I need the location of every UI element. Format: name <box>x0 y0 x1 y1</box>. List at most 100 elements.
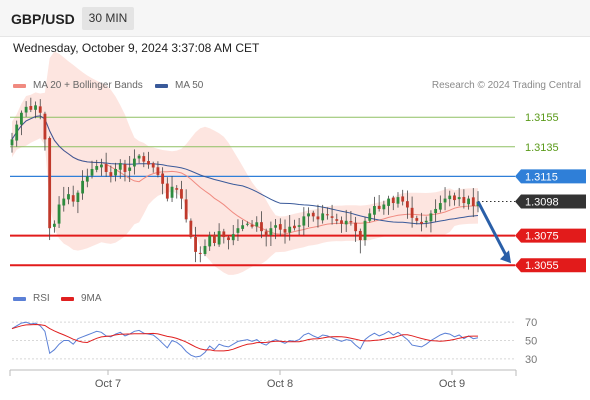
candle <box>128 156 132 182</box>
candle-body <box>457 197 461 200</box>
candle-body <box>307 213 310 217</box>
candle-body <box>24 106 28 113</box>
candle-body <box>48 138 52 229</box>
candle-body <box>29 106 33 110</box>
candle-body <box>161 173 165 184</box>
rsi-tick-label: 50 <box>525 336 537 348</box>
candle-body <box>415 218 419 221</box>
candle <box>387 195 390 215</box>
candle-body <box>34 105 37 110</box>
candle <box>194 226 197 263</box>
candle-body <box>316 216 320 220</box>
candle <box>114 162 117 182</box>
candle <box>90 160 94 179</box>
candle <box>424 216 428 228</box>
candle <box>335 213 339 225</box>
candle-body <box>311 212 315 217</box>
candle-body <box>175 188 179 190</box>
rsi-line <box>11 321 479 358</box>
candle-body <box>114 169 117 176</box>
time-tick-label: Oct 9 <box>439 378 465 390</box>
candle <box>250 220 254 229</box>
candle-body <box>170 186 174 198</box>
candle-body <box>368 213 372 221</box>
candle <box>443 187 447 211</box>
level-label-1.3115: 1.3115 <box>525 171 558 183</box>
candle <box>363 216 367 246</box>
candle-body <box>274 225 278 228</box>
candle-body <box>123 164 127 172</box>
candle <box>81 170 85 200</box>
candle-body <box>467 198 470 205</box>
candle <box>52 220 56 233</box>
candle <box>222 228 226 244</box>
candle-body <box>344 220 348 225</box>
candle-body <box>208 235 212 247</box>
candle <box>231 224 235 246</box>
candle <box>344 209 348 233</box>
candle-body <box>194 236 197 252</box>
candle <box>208 231 212 251</box>
candle-body <box>297 225 301 227</box>
candle <box>278 218 282 237</box>
candle <box>368 208 372 223</box>
candle-body <box>38 106 42 113</box>
candle-body <box>227 237 230 241</box>
candle-body <box>245 223 249 225</box>
legend-rsi-label: RSI <box>33 293 50 304</box>
candle <box>57 196 61 229</box>
level-label-1.3135: 1.3135 <box>525 142 559 154</box>
candle-body <box>424 220 428 223</box>
candle-body <box>198 252 202 254</box>
candle-body <box>391 197 395 204</box>
level-label-1.3155: 1.3155 <box>525 112 559 124</box>
candle <box>175 185 179 199</box>
candle <box>462 189 466 209</box>
ma9-swatch-icon <box>61 296 74 301</box>
candle-body <box>340 220 343 224</box>
candle-body <box>231 234 235 241</box>
candle-body <box>151 163 155 168</box>
candle <box>165 177 169 202</box>
candle <box>307 207 310 227</box>
candle <box>405 190 409 219</box>
candle <box>43 111 47 151</box>
candle-body <box>363 220 367 241</box>
candle <box>104 152 108 177</box>
candle-body <box>278 224 282 230</box>
candle <box>156 161 160 178</box>
candle-body <box>180 189 183 199</box>
candle-body <box>269 228 273 236</box>
candle-body <box>283 229 287 233</box>
candle-body <box>57 204 61 224</box>
candle <box>180 180 183 210</box>
legend-ma50: MA 50 <box>155 80 203 91</box>
candle-body <box>405 201 409 208</box>
candle-body <box>189 220 193 238</box>
candle-body <box>264 231 268 236</box>
candle <box>170 175 174 202</box>
credit-text: Research © 2024 Trading Central <box>431 80 581 91</box>
rsi-9ma-line <box>11 323 478 352</box>
candle <box>20 110 23 136</box>
candle <box>29 97 33 113</box>
candle-body <box>10 139 14 146</box>
candle <box>453 192 456 206</box>
candle-body <box>255 222 259 227</box>
candle-body <box>217 231 221 245</box>
candle <box>302 207 306 236</box>
candle-body <box>20 112 23 125</box>
rsi-tick-label: 70 <box>525 317 537 329</box>
candle <box>123 159 127 182</box>
timeframe-button[interactable]: 30 MIN <box>82 7 134 30</box>
candle <box>132 149 136 175</box>
candle <box>396 192 400 208</box>
candle <box>325 207 329 220</box>
candle-body <box>321 213 325 221</box>
candle-body <box>302 216 306 226</box>
candle <box>438 195 442 213</box>
candle <box>137 153 141 164</box>
candle <box>161 167 165 195</box>
candle <box>410 196 414 228</box>
